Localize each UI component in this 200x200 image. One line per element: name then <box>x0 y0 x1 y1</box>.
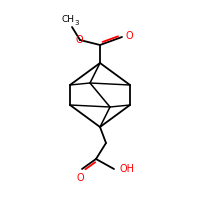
Text: O: O <box>76 173 84 183</box>
Text: CH: CH <box>61 15 74 24</box>
Text: 3: 3 <box>74 20 79 26</box>
Text: O: O <box>75 35 83 45</box>
Text: O: O <box>126 31 134 41</box>
Text: OH: OH <box>119 164 134 174</box>
